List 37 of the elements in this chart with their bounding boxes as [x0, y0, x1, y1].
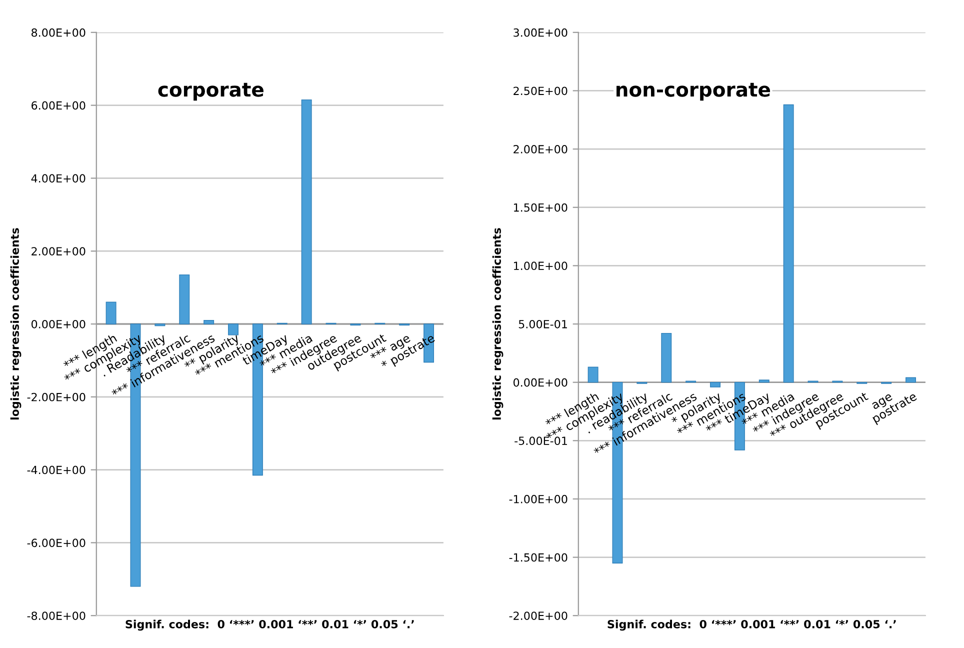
- y-tick-label: 1.50E+00: [514, 203, 568, 212]
- bar: [758, 380, 770, 383]
- y-axis-title: logistic regression coefficients: [492, 228, 504, 420]
- x-axis-title: Signif. codes: 0 ‘***’ 0.001 ‘**’ 0.01 ‘*’ 0.05 ‘.’: [126, 620, 414, 631]
- bar: [106, 302, 116, 324]
- y-tick-label: 0.00E+00: [514, 378, 568, 387]
- y-tick-label: -2.00E+00: [27, 392, 86, 402]
- y-tick-label: -1.50E+00: [509, 553, 568, 562]
- bar: [661, 332, 672, 383]
- y-tick-label: 0.00E+00: [32, 320, 86, 328]
- y-tick-label: -1.00E+00: [509, 494, 568, 504]
- x-axis-title: Signif. codes: 0 ‘***’ 0.001 ‘**’ 0.01 ‘*’ 0.05 ‘.’: [608, 620, 896, 631]
- y-tick-label: -8.00E+00: [27, 612, 86, 620]
- bar: [179, 274, 190, 324]
- y-tick-label: 6.00E+00: [32, 101, 86, 110]
- bar: [710, 382, 720, 388]
- text: non-corporate: [616, 82, 770, 101]
- y-axis-title: logistic regression coefficients: [10, 228, 22, 420]
- bar: [588, 366, 598, 383]
- text: corporate: [158, 82, 264, 101]
- bar: [228, 324, 238, 336]
- y-tick-label: -2.00E+00: [509, 612, 568, 620]
- bar: [906, 377, 916, 383]
- y-tick-label: 4.00E+00: [31, 174, 86, 183]
- y-tick-label: 5.00E-01: [518, 320, 567, 328]
- y-tick-label: -6.00E+00: [27, 538, 86, 548]
- y-tick-label: 2.00E+00: [514, 145, 568, 154]
- bar: [301, 99, 312, 324]
- y-tick-label: 2.00E+00: [32, 247, 86, 256]
- y-tick-label: 3.00E+00: [514, 28, 568, 37]
- y-tick-label: -5.00E-01: [514, 436, 567, 446]
- y-tick-label: 8.00E+00: [32, 28, 86, 37]
- y-tick-label: -4.00E+00: [27, 466, 86, 474]
- y-tick-label: 2.50E+00: [514, 86, 568, 96]
- bar: [783, 104, 794, 383]
- y-tick-label: 1.00E+00: [514, 262, 568, 270]
- bar: [204, 320, 214, 324]
